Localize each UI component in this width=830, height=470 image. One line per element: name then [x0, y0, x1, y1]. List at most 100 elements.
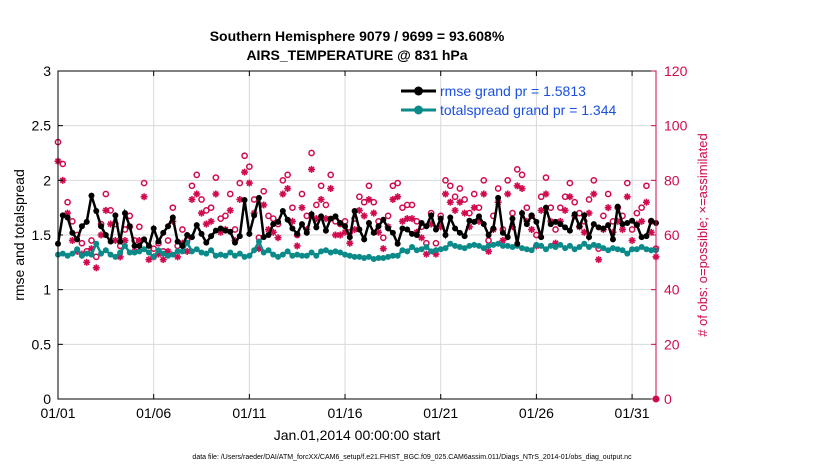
obs-possible-point — [470, 190, 478, 198]
spread-point — [150, 253, 157, 260]
rmse-point — [605, 222, 612, 229]
rmse-point — [542, 204, 549, 211]
rmse-point — [629, 217, 636, 224]
obs-assimilated-point — [188, 195, 196, 203]
spread-point — [404, 248, 411, 255]
obs-assimilated-stroke — [566, 193, 573, 200]
obs-assimilated-stroke — [141, 193, 148, 200]
obs-assimilated-stroke — [504, 190, 511, 198]
spread-point — [107, 251, 114, 258]
rmse-point — [557, 221, 564, 228]
y-tick-label-right: 60 — [664, 227, 680, 243]
y-tick-label-left: 1.5 — [32, 227, 52, 243]
obs-possible-point — [604, 190, 612, 198]
obs-assimilated-point — [207, 217, 215, 225]
obs-possible-point — [533, 231, 540, 239]
rmse-point — [69, 229, 76, 236]
obs-assimilated-stroke — [265, 226, 272, 233]
grid — [58, 71, 656, 399]
rmse-point — [59, 212, 66, 219]
obs-possible-point — [356, 193, 363, 201]
y-tick-label-right: 20 — [664, 336, 680, 352]
obs-possible-point — [643, 182, 650, 190]
obs-possible-point — [202, 207, 210, 214]
rmse-point — [624, 219, 631, 226]
spread-point — [179, 248, 186, 255]
rmse-point — [452, 225, 459, 232]
spread-point — [313, 252, 320, 259]
obs-assimilated-stroke — [485, 248, 492, 255]
obs-assimilated-stroke — [595, 256, 602, 263]
spread-point — [452, 242, 459, 249]
obs-assimilated-point — [346, 239, 354, 247]
rmse-point — [265, 232, 272, 238]
rmse-point — [117, 238, 124, 245]
obs-assimilated-stroke — [562, 207, 569, 214]
obs-assimilated-point — [537, 206, 545, 214]
obs-assimilated-stroke — [112, 237, 119, 244]
rmse-point — [141, 236, 148, 243]
spread-point — [246, 252, 253, 259]
rmse-point — [236, 233, 243, 240]
spread-point — [212, 252, 219, 259]
obs-assimilated-point — [566, 193, 574, 201]
obs-possible-point — [638, 204, 645, 212]
rmse-point — [552, 218, 559, 225]
rmse-point — [586, 234, 593, 241]
x-tick-label: 01/16 — [328, 405, 363, 421]
rmse-point — [322, 227, 329, 234]
obs-possible-point — [179, 226, 186, 233]
obs-assimilated-stroke — [208, 218, 215, 225]
rmse-point — [643, 233, 650, 240]
obs-assimilated-point — [446, 198, 454, 206]
rmse-point — [74, 236, 81, 243]
rmse-point — [251, 212, 258, 219]
spread-point — [222, 252, 229, 259]
obs-assimilated-stroke — [184, 248, 191, 255]
obs-assimilated-point — [241, 168, 249, 176]
rmse-point — [633, 222, 640, 229]
rmse-point — [437, 215, 444, 222]
rmse-point — [638, 234, 645, 241]
obs-assimilated-point — [370, 209, 378, 217]
chart-title: Southern Hemisphere 9079 / 9699 = 93.608… — [210, 28, 505, 44]
x-tick-label: 01/21 — [423, 405, 458, 421]
obs-assimilated-stroke — [356, 207, 363, 214]
obs-assimilated-point — [470, 204, 478, 212]
obs-assimilated-stroke — [442, 190, 449, 198]
spread-point — [542, 246, 549, 253]
rmse-point — [260, 234, 267, 241]
obs-assimilated-stroke — [279, 190, 286, 198]
obs-assimilated-point — [145, 256, 153, 264]
obs-assimilated-point — [274, 234, 282, 242]
rmse-point — [136, 242, 143, 249]
obs-possible-point — [327, 171, 335, 179]
obs-possible-point — [556, 204, 564, 212]
obs-assimilated-stroke — [471, 204, 478, 211]
spread-point — [126, 249, 133, 256]
obs-assimilated-stroke — [198, 210, 205, 217]
rmse-point — [126, 223, 133, 230]
rmse-point — [303, 229, 310, 236]
rmse-point — [485, 232, 492, 238]
obs-assimilated-point — [504, 190, 512, 198]
spread-point — [538, 242, 545, 249]
rmse-point — [480, 221, 487, 228]
spread-point — [442, 245, 449, 252]
obs-possible-point — [518, 171, 526, 179]
obs-assimilated-point — [398, 217, 406, 225]
spread-point — [499, 242, 506, 249]
rmse-point — [351, 207, 358, 214]
obs-assimilated-point — [317, 195, 325, 203]
obs-possible-point — [523, 204, 531, 212]
obs-assimilated-stroke — [423, 251, 430, 258]
rmse-point — [571, 211, 578, 218]
obs-assimilated-stroke — [590, 190, 597, 198]
spread-point — [557, 241, 564, 248]
obs-possible-point — [212, 174, 220, 181]
obs-assimilated-point — [260, 201, 268, 209]
rmse-point — [514, 240, 521, 247]
y-tick-label-left: 0.5 — [32, 336, 52, 352]
obs-possible-point — [360, 198, 368, 206]
spread-point — [318, 248, 325, 255]
